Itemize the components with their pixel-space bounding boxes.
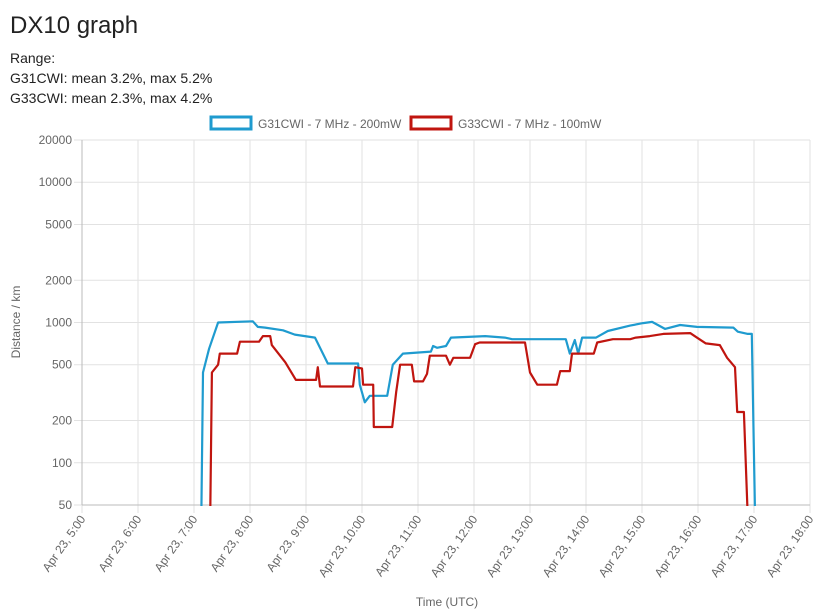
y-tick-label: 1000 — [45, 316, 72, 330]
x-tick-label: Apr 23, 8:00 — [207, 512, 256, 574]
y-tick-label: 20000 — [39, 133, 73, 147]
y-tick-label: 200 — [52, 414, 72, 428]
y-tick-label: 100 — [52, 456, 72, 470]
x-tick-label: Apr 23, 18:00 — [764, 512, 817, 579]
annotation: Range: — [10, 50, 55, 66]
legend-swatch — [209, 115, 253, 131]
annotation: G33CWI: mean 2.3%, max 4.2% — [10, 90, 212, 106]
x-tick-label: Apr 23, 7:00 — [151, 512, 200, 574]
x-tick-label: Apr 23, 16:00 — [652, 512, 705, 579]
legend-label: G33CWI - 7 MHz - 100mW — [458, 117, 602, 131]
x-tick-label: Apr 23, 10:00 — [316, 512, 369, 579]
x-tick-label: Apr 23, 12:00 — [428, 512, 481, 579]
series-line — [209, 332, 749, 506]
x-axis-label: Time (UTC) — [416, 595, 478, 609]
series-line — [200, 320, 756, 506]
x-tick-label: Apr 23, 9:00 — [263, 512, 312, 574]
plot-area — [200, 320, 756, 506]
legend-swatch — [409, 115, 453, 131]
y-tick-label: 2000 — [45, 273, 72, 287]
y-tick-label: 5000 — [45, 217, 72, 231]
legend: G31CWI - 7 MHz - 200mW G33CWI - 7 MHz - 1… — [209, 115, 602, 131]
chart-title: DX10 graph — [10, 12, 138, 39]
y-tick-label: 10000 — [39, 175, 73, 189]
x-tick-label: Apr 23, 13:00 — [484, 512, 537, 579]
y-axis-label: Distance / km — [9, 286, 23, 359]
legend-label: G31CWI - 7 MHz - 200mW — [258, 117, 402, 131]
annotation: G31CWI: mean 3.2%, max 5.2% — [10, 70, 212, 86]
x-tick-label: Apr 23, 17:00 — [708, 512, 761, 579]
x-tick-label: Apr 23, 15:00 — [596, 512, 649, 579]
y-tick-label: 50 — [59, 498, 73, 512]
x-tick-label: Apr 23, 11:00 — [372, 512, 424, 579]
x-tick-label: Apr 23, 5:00 — [39, 512, 88, 574]
x-tick-label: Apr 23, 14:00 — [540, 512, 593, 579]
x-tick-label: Apr 23, 6:00 — [95, 512, 144, 574]
y-tick-label: 500 — [52, 358, 72, 372]
